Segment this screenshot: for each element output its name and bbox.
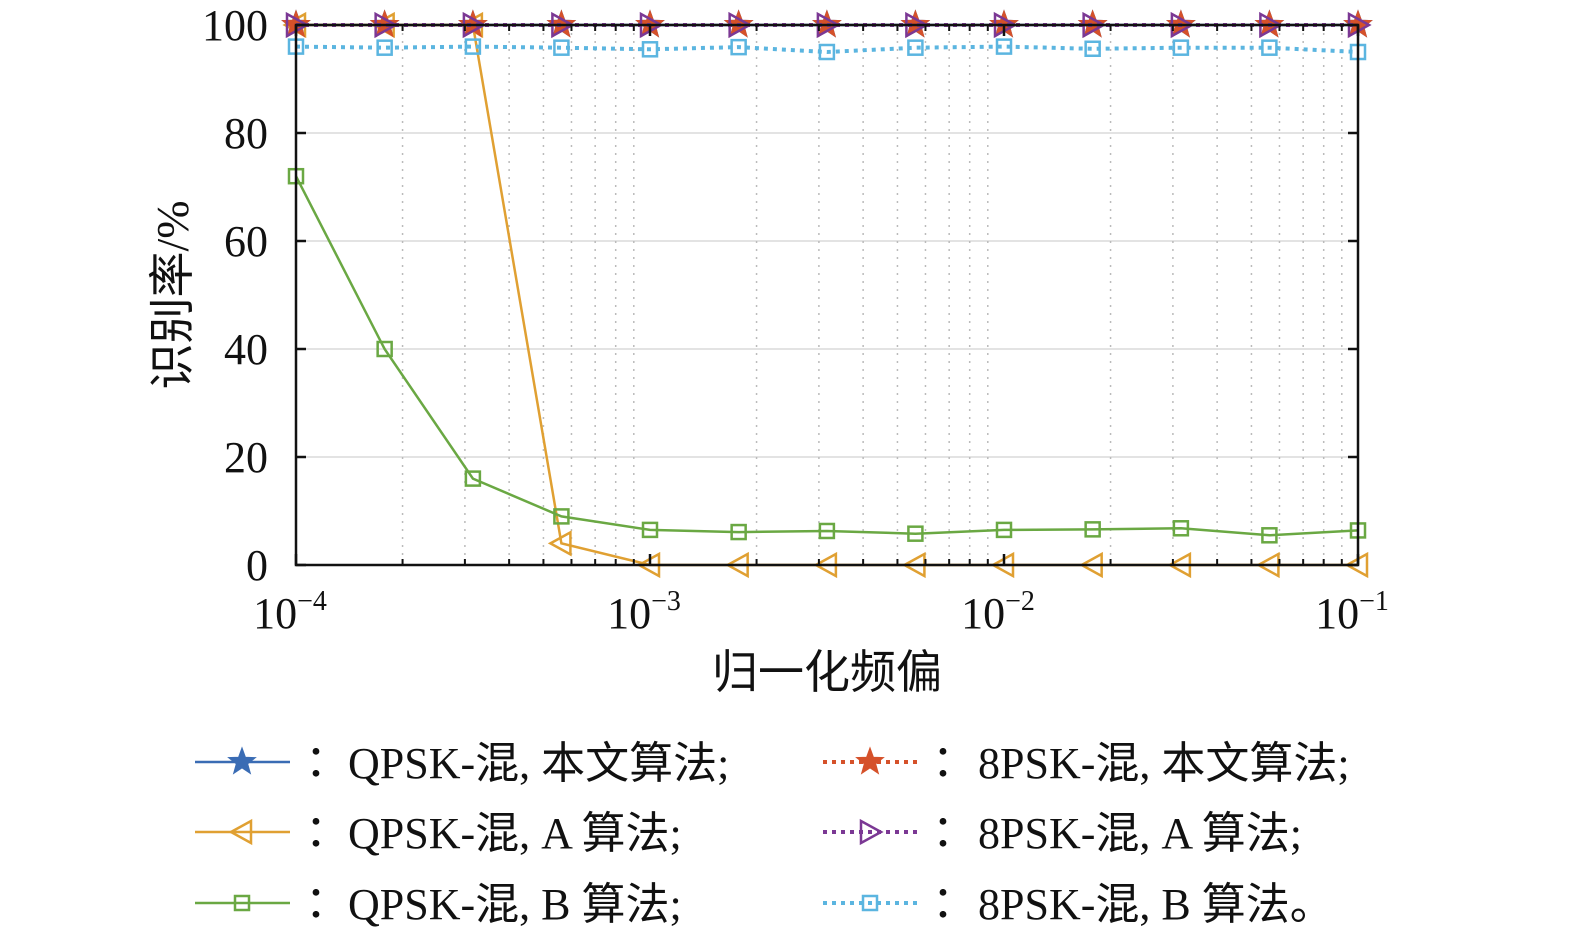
- y-tick-label: 40: [224, 325, 268, 374]
- legend-item: ： 8PSK-混, B 算法。: [823, 878, 1334, 929]
- y-axis-label: 识别率/%: [147, 200, 198, 389]
- legend-marker: [859, 818, 884, 846]
- data-point: [376, 340, 393, 358]
- x-tick-label: 10−2: [961, 586, 1035, 638]
- legend-marker: [855, 746, 885, 775]
- data-point: [730, 38, 747, 56]
- series-layer: [281, 9, 1373, 579]
- legend-item: ： QPSK-混, 本文算法;: [195, 737, 729, 788]
- data-point: [641, 521, 659, 539]
- data-point: [1172, 520, 1190, 537]
- legend-item: ： 8PSK-混, 本文算法;: [823, 737, 1350, 788]
- legend-separator: ：: [932, 807, 976, 856]
- x-axis-label: 归一化频偏: [712, 647, 942, 698]
- legend: ： QPSK-混, 本文算法;： QPSK-混, A 算法;： QPSK-混, B 算…: [195, 737, 1350, 929]
- legend-label: 8PSK-混, A 算法;: [978, 809, 1302, 858]
- legend-marker: [227, 746, 257, 775]
- legend-separator: ：: [305, 807, 349, 856]
- x-tick-base: 10: [607, 589, 651, 638]
- series-5: [287, 38, 1367, 61]
- x-tick-label: 10−1: [1315, 586, 1389, 638]
- x-tick-exponent: −2: [1005, 586, 1035, 617]
- data-point: [376, 39, 393, 56]
- x-tick-base: 10: [1315, 589, 1359, 638]
- data-point: [1084, 521, 1101, 538]
- series-line: [294, 175, 1359, 537]
- legend-marker: [233, 894, 251, 912]
- data-point: [907, 525, 924, 542]
- legend-item: ： QPSK-混, B 算法;: [195, 878, 682, 929]
- data-point: [818, 43, 836, 61]
- series-line: [295, 44, 1359, 55]
- grid: [296, 25, 1358, 565]
- data-point: [907, 39, 924, 56]
- legend-marker: [228, 818, 253, 846]
- legend-item: ： QPSK-混, A 算法;: [195, 807, 682, 858]
- y-tick-label: 20: [224, 433, 268, 482]
- data-point: [553, 508, 570, 525]
- series-1: [282, 11, 1369, 579]
- legend-label: 8PSK-混, B 算法。: [978, 880, 1334, 929]
- data-point: [464, 38, 482, 55]
- legend-separator: ：: [932, 737, 976, 786]
- legend-marker: [861, 894, 879, 912]
- plot-frame: [294, 23, 1360, 567]
- x-tick-base: 10: [253, 589, 297, 638]
- data-point: [1084, 40, 1101, 58]
- data-point: [641, 41, 659, 58]
- data-point: [464, 470, 482, 487]
- legend-separator: ：: [932, 878, 976, 927]
- legend-label: QPSK-混, A 算法;: [348, 809, 682, 858]
- data-point: [995, 521, 1013, 539]
- data-point: [553, 39, 570, 56]
- data-point: [1172, 39, 1190, 56]
- legend-label: 8PSK-混, 本文算法;: [978, 739, 1350, 788]
- y-tick-label: 100: [202, 1, 268, 50]
- legend-label: QPSK-混, B 算法;: [348, 880, 682, 929]
- y-tick-label: 80: [224, 109, 268, 158]
- x-tick-exponent: −1: [1359, 586, 1389, 617]
- series-line: [296, 23, 1358, 567]
- legend-separator: ：: [305, 737, 349, 786]
- data-point: [730, 523, 747, 541]
- legend-label: QPSK-混, 本文算法;: [348, 739, 729, 788]
- data-point: [818, 522, 836, 540]
- y-tick-label: 0: [246, 541, 268, 590]
- x-tick-exponent: −3: [651, 586, 681, 617]
- data-point: [1261, 527, 1278, 544]
- legend-item: ： 8PSK-混, A 算法;: [823, 807, 1302, 858]
- x-tick-exponent: −4: [297, 586, 327, 617]
- data-point: [547, 530, 572, 557]
- x-tick-base: 10: [961, 589, 1005, 638]
- legend-separator: ：: [305, 878, 349, 927]
- y-tick-label: 60: [224, 217, 268, 266]
- data-point: [1261, 39, 1278, 56]
- x-tick-label: 10−3: [607, 586, 681, 638]
- x-tick-label: 10−4: [253, 586, 327, 638]
- series-2: [287, 167, 1367, 544]
- data-point: [995, 38, 1013, 55]
